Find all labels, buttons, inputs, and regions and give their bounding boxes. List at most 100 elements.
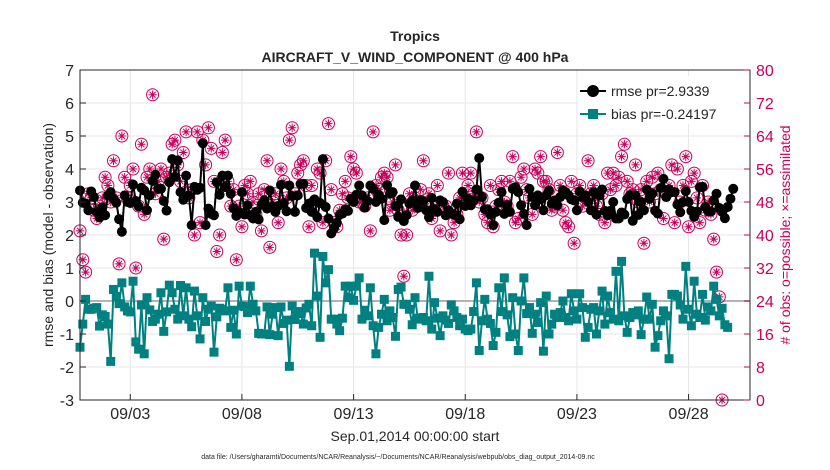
obs-possible-point bbox=[707, 232, 721, 246]
rmse-point bbox=[343, 205, 353, 216]
bias-point bbox=[695, 313, 705, 322]
bias-point bbox=[452, 313, 462, 322]
bias-point bbox=[259, 329, 269, 339]
bias-point bbox=[656, 316, 666, 326]
obs-possible-point bbox=[430, 179, 444, 192]
obs-possible-point bbox=[146, 88, 160, 102]
bias-point bbox=[402, 299, 412, 309]
rmse-point bbox=[116, 226, 127, 237]
y2-tick-label: 32 bbox=[756, 261, 774, 278]
rmse-point bbox=[474, 153, 485, 164]
obs-assimilated-point bbox=[170, 135, 180, 145]
bias-point bbox=[136, 300, 146, 310]
rmse-point bbox=[518, 208, 529, 219]
bias-point bbox=[150, 314, 160, 324]
obs-assimilated-point bbox=[293, 168, 302, 178]
obs-assimilated-point bbox=[341, 177, 350, 186]
rmse-point bbox=[401, 210, 412, 221]
rmse-point bbox=[323, 213, 334, 224]
bias-point bbox=[427, 324, 437, 334]
obs-assimilated-point bbox=[424, 189, 434, 198]
obs-assimilated-point bbox=[692, 193, 702, 203]
bias-point bbox=[390, 331, 400, 341]
rmse-point bbox=[569, 195, 580, 206]
obs-assimilated-point bbox=[678, 181, 688, 190]
y2-tick-label: 48 bbox=[756, 195, 774, 212]
chart-title: Tropics bbox=[390, 28, 440, 44]
rmse-point bbox=[175, 187, 186, 198]
bias-point bbox=[653, 331, 663, 341]
bias-point bbox=[346, 281, 356, 291]
obs-assimilated-point bbox=[307, 181, 316, 190]
rmse-point bbox=[521, 220, 532, 231]
rmse-point bbox=[133, 201, 144, 212]
bias-point bbox=[597, 286, 607, 296]
obs-assimilated-point bbox=[394, 206, 403, 215]
obs-assimilated-point bbox=[558, 206, 568, 215]
obs-possible-point bbox=[302, 220, 316, 234]
obs-assimilated-point bbox=[569, 239, 579, 248]
bias-point bbox=[633, 306, 643, 316]
obs-assimilated-point bbox=[324, 119, 333, 128]
rmse-point bbox=[387, 187, 398, 198]
rmse-point bbox=[158, 196, 169, 207]
obs-assimilated-point bbox=[486, 181, 495, 190]
obs-assimilated-point bbox=[131, 263, 141, 273]
obs-possible-point bbox=[559, 216, 573, 230]
y-tick-label: -3 bbox=[60, 393, 74, 410]
rmse-point bbox=[292, 190, 303, 201]
rmse-point bbox=[181, 170, 192, 181]
obs-assimilated-point bbox=[648, 173, 657, 182]
rmse-point bbox=[161, 205, 172, 216]
obs-assimilated-point bbox=[578, 201, 587, 211]
bias-point bbox=[533, 317, 543, 327]
bias-point bbox=[552, 313, 562, 322]
bias-point bbox=[131, 337, 141, 347]
obs-assimilated-point bbox=[402, 230, 411, 240]
obs-possible-point bbox=[313, 166, 327, 180]
obs-assimilated-point bbox=[271, 189, 280, 198]
obs-assimilated-point bbox=[243, 189, 252, 198]
bias-point bbox=[206, 301, 216, 311]
obs-possible-point bbox=[612, 170, 626, 184]
bias-point bbox=[600, 319, 610, 329]
obs-possible-point bbox=[176, 146, 190, 159]
bias-point bbox=[603, 291, 613, 301]
rmse-point bbox=[655, 183, 666, 194]
rmse-point bbox=[722, 201, 733, 212]
obs-assimilated-point bbox=[220, 135, 230, 145]
obs-assimilated-point bbox=[480, 210, 489, 219]
obs-assimilated-point bbox=[561, 218, 570, 227]
obs-possible-point bbox=[112, 257, 126, 271]
obs-assimilated-point bbox=[128, 164, 138, 174]
rmse-point bbox=[128, 179, 139, 190]
rmse-point bbox=[155, 183, 166, 194]
bias-point bbox=[430, 298, 440, 308]
bias-point bbox=[276, 302, 286, 312]
rmse-point bbox=[379, 215, 390, 226]
bias-point bbox=[508, 293, 518, 303]
rmse-point bbox=[242, 200, 253, 211]
obs-assimilated-point bbox=[338, 189, 347, 198]
bias-point bbox=[262, 302, 272, 312]
bias-point bbox=[220, 306, 230, 316]
obs-possible-point bbox=[670, 162, 684, 176]
obs-possible-point bbox=[235, 220, 249, 234]
bias-point bbox=[245, 281, 255, 291]
bias-point bbox=[201, 316, 211, 326]
obs-assimilated-point bbox=[237, 222, 247, 231]
rmse-point bbox=[83, 205, 94, 216]
bias-point bbox=[522, 309, 532, 319]
obs-assimilated-point bbox=[276, 164, 286, 174]
obs-possible-point bbox=[562, 220, 576, 234]
y-tick-label: 3 bbox=[65, 195, 74, 212]
obs-possible-point bbox=[550, 146, 564, 159]
bias-point bbox=[466, 324, 476, 334]
obs-assimilated-point bbox=[609, 168, 618, 178]
y2-axis-label: # of obs: o=possible; ×=assimilated bbox=[777, 125, 793, 344]
rmse-point bbox=[220, 182, 231, 193]
obs-possible-point bbox=[581, 154, 595, 168]
obs-possible-point bbox=[285, 121, 299, 135]
rmse-point bbox=[183, 190, 194, 201]
bias-point bbox=[580, 332, 590, 342]
